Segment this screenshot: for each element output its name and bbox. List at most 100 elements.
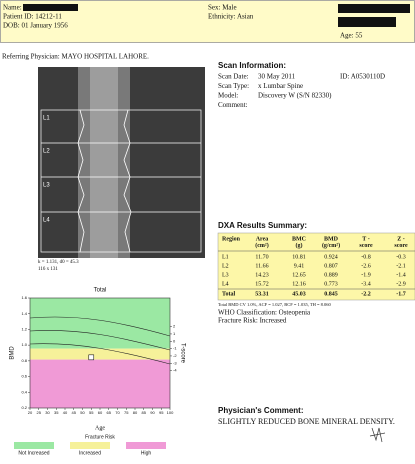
x-tick-label: 75 — [124, 410, 129, 415]
x-tick-label: 20 — [28, 410, 33, 415]
risk-band — [30, 360, 170, 408]
y2-tick-label: 2 — [173, 324, 176, 329]
y2-tick-label: -3 — [173, 360, 177, 365]
scan-value: x Lumbar Spine — [258, 82, 303, 90]
table-cell: 11.70 — [255, 254, 268, 260]
risk-band — [30, 298, 170, 349]
sex: Sex: Male — [208, 4, 237, 12]
table-cell: 0.845 — [324, 291, 338, 297]
x-tick-label: 65 — [107, 410, 112, 415]
table-cell: 14.23 — [255, 272, 269, 278]
table-cell: -0.3 — [396, 254, 406, 260]
x-tick-label: 30 — [45, 410, 50, 415]
x-tick-label: 100 — [167, 410, 174, 415]
image-info: 116 x 131 — [38, 267, 58, 272]
x-tick-label: 80 — [133, 410, 138, 415]
column-header: Area — [256, 236, 269, 242]
image-info: k = 1.131, d0 = 45.3 — [38, 260, 79, 265]
signature — [370, 428, 385, 442]
table-cell: 0.924 — [324, 254, 338, 260]
y2-axis-label: T-score — [179, 343, 185, 364]
table-cell: L3 — [222, 272, 229, 278]
x-tick-label: 25 — [37, 410, 42, 415]
x-tick-label: 45 — [72, 410, 77, 415]
legend-swatch — [70, 442, 110, 449]
table-cell: L2 — [222, 263, 229, 269]
redaction — [338, 17, 396, 27]
y-tick-label: 0.6 — [21, 374, 27, 379]
scan-value: 30 May 2011 — [258, 73, 296, 81]
dxa-title: DXA Results Summary: — [218, 221, 307, 230]
x-tick-label: 50 — [80, 410, 85, 415]
patient-point — [89, 355, 94, 360]
ethnicity: Ethnicity: Asian — [208, 13, 254, 21]
table-cell: 15.72 — [255, 281, 269, 287]
note: WHO Classification: Osteopenia — [218, 309, 311, 317]
x-tick-label: 40 — [63, 410, 68, 415]
legend-swatch — [14, 442, 54, 449]
y-tick-label: 1.6 — [21, 295, 27, 300]
y2-tick-label: 0 — [173, 338, 176, 343]
table-cell: 12.16 — [292, 281, 306, 287]
risk-band — [30, 349, 170, 360]
table-cell: L1 — [222, 254, 229, 260]
column-header: (g) — [296, 242, 303, 249]
table-cell: 53.31 — [255, 291, 269, 297]
vertebra-label: L1 — [43, 116, 50, 122]
vertebra-label: L4 — [43, 218, 50, 224]
x-tick-label: 85 — [142, 410, 147, 415]
report: Name: Patient ID: 14212-11 DOB: 01 Janua… — [0, 0, 415, 464]
y2-tick-label: 1 — [173, 331, 176, 336]
scan-info-title: Scan Information: — [218, 61, 286, 70]
x-tick-label: 90 — [150, 410, 155, 415]
column-header: BMD — [324, 236, 339, 242]
table-cell: 0.889 — [324, 272, 338, 278]
legend-label: High — [141, 450, 152, 456]
column-header: (cm²) — [255, 242, 268, 249]
table-cell: 12.65 — [292, 272, 306, 278]
scan-id: ID: A0530110D — [340, 73, 385, 81]
table-cell: 45.03 — [292, 291, 306, 297]
y2-tick-label: -4 — [173, 368, 177, 373]
comment-text: SLIGHTLY REDUCED BONE MINERAL DENSITY. — [218, 417, 395, 426]
column-header: (g/cm²) — [322, 242, 340, 249]
table-cell: L4 — [222, 281, 229, 287]
x-tick-label: 55 — [89, 410, 94, 415]
redaction — [338, 4, 410, 13]
y-tick-label: 1.0 — [21, 342, 27, 347]
column-header: Z - — [397, 236, 405, 242]
scan-info: Scan Date:30 May 2011Scan Type:x Lumbar … — [218, 73, 332, 110]
scan-label: Model: — [218, 92, 238, 100]
name: Name: — [3, 4, 22, 12]
column-header: score — [359, 243, 373, 249]
table-cell: Total — [222, 291, 235, 297]
scan-label: Scan Type: — [218, 82, 249, 90]
vertebra-label: L3 — [43, 183, 50, 189]
x-tick-label: 60 — [98, 410, 103, 415]
age: Age: 55 — [340, 32, 363, 40]
table-box — [218, 233, 415, 300]
note: Total BMD CV 1.0%, ACF = 1.027, BCF = 1.… — [218, 302, 332, 308]
patient-id: Patient ID: 14212-11 — [3, 13, 62, 21]
y-axis-label: BMD — [10, 346, 16, 360]
x-tick-label: 35 — [54, 410, 59, 415]
referring: Referring Physician: MAYO HOSPITAL LAHOR… — [2, 53, 149, 61]
table-cell: -2.9 — [396, 281, 406, 287]
table-cell: -3.4 — [361, 281, 371, 287]
table-cell: -2.2 — [361, 291, 371, 297]
scan-label: Comment: — [218, 101, 248, 109]
chart-title: Total — [94, 288, 107, 294]
table-cell: -1.4 — [396, 272, 406, 278]
table-cell: -1.9 — [361, 272, 371, 278]
spine-image — [38, 67, 205, 258]
legend-label: Not Increased — [18, 450, 49, 456]
column-header: Region — [222, 236, 241, 242]
scan-value: Discovery W (S/N 82330) — [258, 92, 332, 100]
legend-label: Increased — [79, 450, 101, 456]
table-cell: 11.66 — [255, 263, 268, 269]
note: Fracture Risk: Increased — [218, 317, 287, 325]
x-tick-label: 70 — [115, 410, 120, 415]
x-tick-label: 95 — [159, 410, 164, 415]
column-header: T - — [362, 236, 369, 242]
table-cell: 9.41 — [294, 263, 305, 269]
